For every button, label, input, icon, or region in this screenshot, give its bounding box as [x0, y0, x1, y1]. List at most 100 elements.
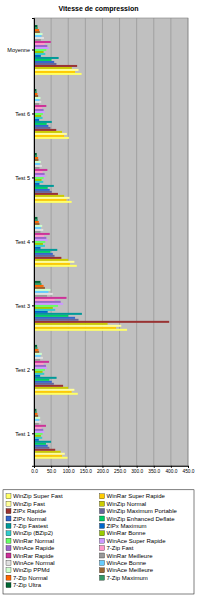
legend-swatch: [6, 523, 11, 528]
y-tick-label: Test 2: [15, 367, 30, 373]
legend-swatch: [6, 538, 11, 543]
legend: WinZip Super FastWinRar Super RapideWinZ…: [3, 490, 194, 594]
x-tick-label: 300.0: [131, 469, 143, 474]
legend-label: WinZip Maximum Portable: [107, 508, 178, 514]
x-tick-mark: [51, 466, 52, 468]
bar: [34, 319, 78, 321]
legend-label: 7-Zip Ultra: [13, 582, 42, 588]
series: [34, 61, 75, 447]
bar: [34, 245, 45, 247]
y-tick: Test 6: [15, 111, 34, 117]
bar: [34, 109, 44, 111]
legend-label: WinRar Meilleure: [107, 553, 154, 559]
x-tick: 450.0: [182, 466, 194, 474]
bar: [34, 243, 43, 245]
bar: [34, 65, 77, 67]
bar: [34, 73, 82, 75]
bar: [34, 387, 68, 389]
series: [34, 35, 48, 421]
legend-item: 7-Zip Fast: [100, 545, 134, 551]
bar: [34, 133, 67, 135]
bar: [34, 61, 54, 63]
bar: [34, 45, 47, 47]
bar: [34, 71, 75, 73]
grid-line: [170, 18, 171, 466]
bar: [34, 321, 169, 323]
bar: [34, 443, 46, 445]
bar: [34, 255, 55, 257]
bar: [34, 125, 48, 127]
legend-item: 7-Zip Fastest: [6, 523, 48, 529]
bar: [34, 357, 43, 359]
bar: [34, 237, 46, 239]
legend-swatch: [6, 546, 11, 551]
y-tick-mark: [32, 113, 34, 114]
y-tick: Test 2: [15, 367, 34, 373]
legend-item: 7-Zip Normal: [6, 575, 48, 581]
bar: [34, 371, 43, 373]
legend-item: WinAce Super Rapide: [100, 538, 167, 544]
y-tick-mark: [32, 241, 34, 242]
grid-line: [119, 18, 120, 466]
legend-item: WinRar Normal: [6, 538, 54, 544]
x-tick-mark: [102, 466, 103, 468]
legend-item: WinZip Fast: [6, 501, 45, 507]
legend-swatch: [6, 509, 11, 514]
legend-swatch: [100, 553, 105, 558]
y-axis: Test 1Test 2Test 3Test 4Test 5Test 6Moye…: [7, 19, 34, 467]
bar: [34, 175, 46, 177]
bar: [34, 293, 53, 295]
bar: [34, 241, 45, 243]
y-tick-label: Test 4: [15, 239, 30, 245]
legend-label: WinZip PPMd: [13, 567, 50, 573]
bar: [34, 447, 49, 449]
series: [34, 55, 48, 441]
bar: [34, 123, 47, 125]
bar: [34, 49, 46, 51]
bar: [34, 199, 67, 201]
bar: [34, 311, 48, 313]
series: [34, 49, 58, 435]
bar: [34, 265, 77, 267]
legend-swatch: [100, 560, 105, 565]
legend-label: WinAce Bonne: [107, 560, 147, 566]
legend-item: WinZip Normal: [100, 501, 147, 507]
bar: [34, 137, 69, 139]
series: [34, 29, 44, 415]
x-tick-mark: [137, 466, 138, 468]
bar: [34, 107, 42, 109]
legend-item: WinRar Super Rapide: [100, 493, 166, 499]
bar: [34, 57, 59, 59]
bar: [34, 317, 75, 319]
legend-label: 7-Zip Normal: [13, 575, 48, 581]
legend-item: ZIPx Normal: [6, 516, 46, 522]
x-tick-mark: [68, 466, 69, 468]
bar: [34, 197, 70, 199]
bar: [34, 59, 51, 61]
legend-swatch: [6, 583, 11, 588]
bar: [34, 421, 41, 423]
legend-item: WinZip Enhanced Deflate: [100, 516, 176, 522]
grid-line: [68, 18, 69, 466]
x-tick-label: 450.0: [182, 469, 194, 474]
bar: [34, 201, 72, 203]
bar: [34, 315, 68, 317]
legend-label: ZIPx Normal: [13, 516, 46, 522]
bar: [34, 37, 44, 39]
legend-item: ZIPx Maximum: [100, 523, 147, 529]
y-tick-label: Moyenne: [7, 47, 30, 53]
bar: [34, 177, 44, 179]
bar: [34, 367, 47, 369]
bar: [34, 263, 70, 265]
bar: [34, 249, 57, 251]
bar: [34, 363, 44, 365]
legend-label: WinRar Rapide: [13, 553, 54, 559]
chart: Vitesse de compression0.050.0100.0150.02…: [0, 0, 197, 600]
x-tick-label: 250.0: [114, 469, 126, 474]
legend-swatch: [6, 501, 11, 506]
series: [34, 53, 55, 439]
bar: [34, 379, 49, 381]
legend-swatch: [100, 575, 105, 580]
bar: [34, 41, 51, 43]
x-axis-line: [35, 466, 189, 468]
